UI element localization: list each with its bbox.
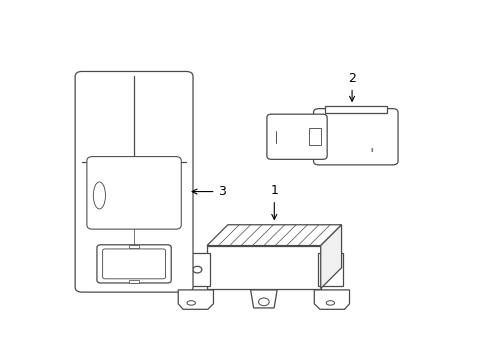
Polygon shape xyxy=(206,225,341,246)
Bar xyxy=(350,120,371,126)
Polygon shape xyxy=(250,290,277,308)
FancyBboxPatch shape xyxy=(313,109,397,165)
FancyBboxPatch shape xyxy=(87,157,181,229)
FancyBboxPatch shape xyxy=(97,245,171,283)
Polygon shape xyxy=(320,225,341,288)
Ellipse shape xyxy=(186,301,195,305)
FancyBboxPatch shape xyxy=(75,72,193,292)
FancyBboxPatch shape xyxy=(102,249,165,279)
Polygon shape xyxy=(314,290,349,309)
Bar xyxy=(317,253,342,286)
Text: 3: 3 xyxy=(192,185,226,198)
Text: II: II xyxy=(369,148,373,153)
Ellipse shape xyxy=(93,182,105,209)
Bar xyxy=(206,246,320,288)
Polygon shape xyxy=(178,290,213,309)
Bar xyxy=(129,280,139,283)
Bar xyxy=(324,106,386,113)
Ellipse shape xyxy=(325,301,334,305)
Text: 2: 2 xyxy=(347,72,355,101)
Bar xyxy=(184,253,209,286)
Bar xyxy=(326,132,371,138)
Bar xyxy=(326,120,346,126)
Bar xyxy=(129,244,139,248)
FancyBboxPatch shape xyxy=(266,114,326,159)
Bar xyxy=(309,128,320,145)
Text: 1: 1 xyxy=(270,184,278,219)
